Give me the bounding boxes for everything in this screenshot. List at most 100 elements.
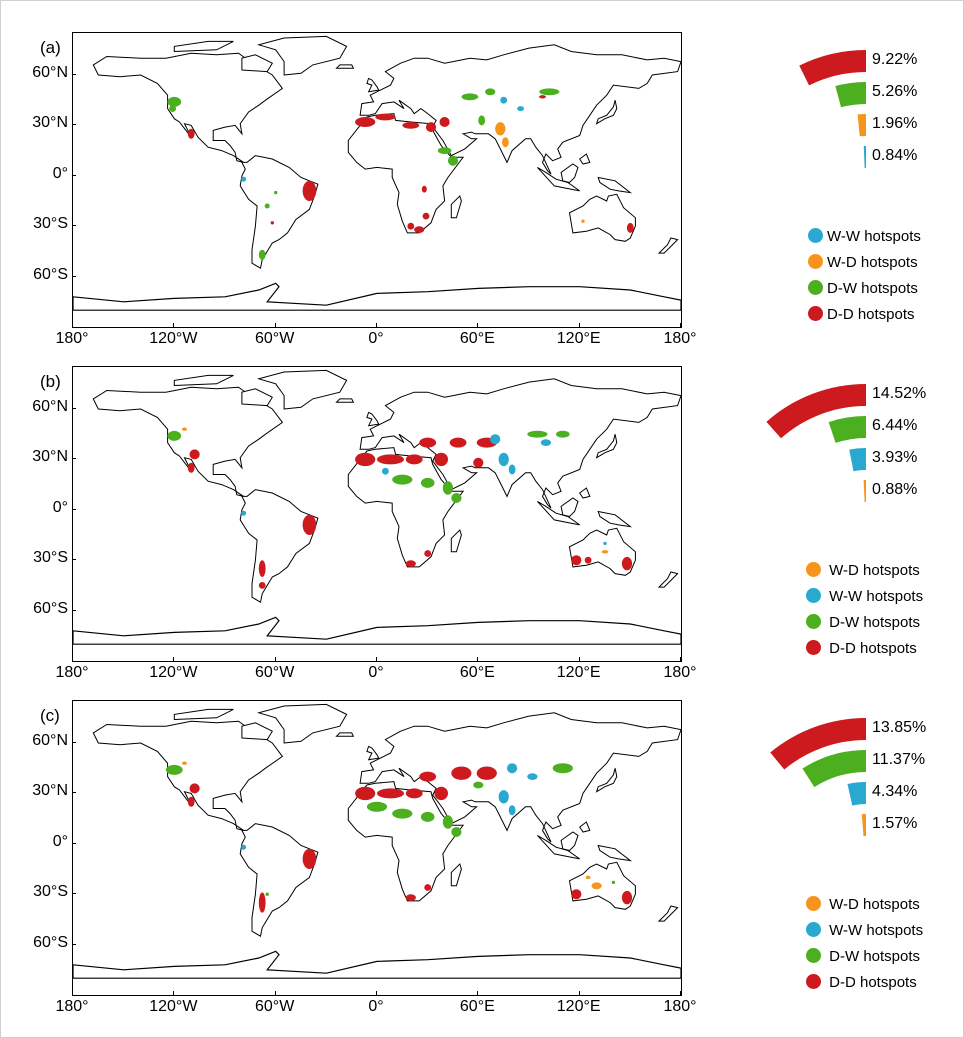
hotspot-d-w [611, 880, 616, 885]
legend-dot-icon [808, 254, 823, 269]
legend-item: W-D hotspots [808, 254, 918, 271]
longitude-label: 60°W [255, 998, 295, 1015]
hotspot-d-d [187, 462, 195, 473]
legend-dot-icon [806, 922, 821, 937]
world-map [72, 366, 682, 662]
hotspot-d-d [189, 449, 200, 460]
hotspot-w-d [182, 427, 187, 431]
longitude-tick [477, 323, 479, 327]
latitude-label: 60°S [33, 265, 68, 283]
hotspot-d-d [421, 185, 427, 193]
percentage-label: 14.52% [872, 385, 927, 402]
longitude-label: 0° [368, 330, 384, 347]
indonesia-outline [537, 500, 580, 526]
hotspot-w-w [508, 464, 516, 475]
borneo-outline [560, 831, 579, 852]
longitude-label: 60°W [255, 664, 295, 681]
hotspot-d-d [407, 222, 415, 230]
hotspot-d-d [187, 796, 195, 807]
arc-bar [857, 114, 866, 137]
new-zealand-outline [657, 237, 679, 254]
latitude-label: 60°S [33, 599, 68, 617]
longitude-label: 60°W [255, 330, 295, 347]
hotspot-d-d [571, 555, 582, 566]
hotspot-w-d [585, 875, 591, 880]
latitude-label: 60°N [32, 398, 68, 415]
legend-item: D-W hotspots [806, 948, 920, 965]
borneo-outline [560, 497, 579, 518]
latitude-tick [72, 74, 76, 75]
hotspot-d-w [366, 801, 388, 812]
longitude-tick [578, 991, 580, 995]
hotspot-d-d [439, 117, 450, 127]
eurasia-outline [359, 712, 681, 843]
hotspot-d-d [434, 452, 449, 467]
hotspot-d-w [442, 815, 453, 829]
hotspot-w-d [581, 219, 585, 223]
hotspot-d-d [375, 113, 396, 121]
madagascar-outline [450, 195, 462, 219]
hotspot-d-w [165, 764, 183, 775]
latitude-tick [72, 225, 76, 227]
baffin-outline [241, 54, 274, 73]
longitude-tick [680, 657, 681, 661]
arctic-islands-outline [173, 708, 234, 721]
australia-outline [568, 861, 636, 910]
british-isles-outline [366, 411, 380, 427]
hotspot-d-d [258, 560, 266, 577]
hotspot-d-w [447, 155, 459, 166]
longitude-label: 0° [368, 998, 384, 1015]
longitude-tick [72, 323, 73, 327]
hotspot-d-d [425, 122, 437, 133]
longitude-tick [376, 991, 377, 995]
greenland-outline [256, 35, 348, 76]
percentage-label: 3.93% [872, 449, 918, 466]
latitude-tick [72, 458, 76, 460]
longitude-tick [173, 991, 175, 995]
arctic-islands-outline [173, 374, 234, 387]
legend-item: W-W hotspots [806, 922, 923, 939]
antarctica-outline [73, 616, 681, 645]
longitude-label: 120°E [556, 330, 601, 347]
hotspot-d-d [302, 514, 317, 535]
legend-item: W-W hotspots [808, 228, 921, 245]
latitude-tick [72, 742, 76, 743]
legend-label: W-W hotspots [825, 922, 924, 939]
latitude-label: 30°N [32, 114, 68, 132]
hotspot-d-w [274, 190, 278, 195]
legend-label: D-D hotspots [825, 974, 917, 991]
longitude-tick [72, 657, 73, 661]
hotspot-d-d [424, 884, 432, 891]
hotspot-w-w [498, 790, 509, 804]
latitude-tick [72, 609, 76, 611]
hotspot-d-d [434, 786, 449, 801]
sumatra-phil-outline [579, 821, 591, 833]
longitude-label: 120°W [149, 998, 198, 1015]
hotspot-d-d [422, 212, 430, 220]
legend-dot-icon [808, 280, 823, 295]
hotspot-d-w [264, 203, 270, 209]
hotspot-d-w [552, 763, 573, 774]
hotspot-w-w [517, 106, 524, 112]
latitude-tick [72, 842, 76, 844]
new-guinea-outline [597, 844, 633, 862]
arc-bar [849, 448, 866, 472]
world-map [72, 700, 682, 996]
greenland-outline [256, 703, 348, 744]
percentage-label: 1.96% [872, 115, 918, 132]
new-guinea-outline [597, 510, 633, 528]
latitude-label: 60°S [33, 933, 68, 951]
longitude-label: 180° [663, 330, 697, 347]
eurasia-outline [359, 378, 681, 509]
legend-label: D-W hotspots [825, 948, 921, 965]
hotspot-d-d [270, 221, 274, 225]
hotspot-w-w [382, 467, 389, 475]
latitude-label: 30°S [33, 215, 68, 233]
latitude-label: 0° [52, 164, 68, 182]
hotspot-d-w [451, 827, 462, 837]
hotspot-d-d [377, 788, 404, 799]
legend-dot-icon [806, 974, 821, 989]
hotspot-d-w [420, 477, 435, 488]
latitude-label: 0° [52, 498, 68, 516]
hotspot-d-d [449, 437, 467, 448]
